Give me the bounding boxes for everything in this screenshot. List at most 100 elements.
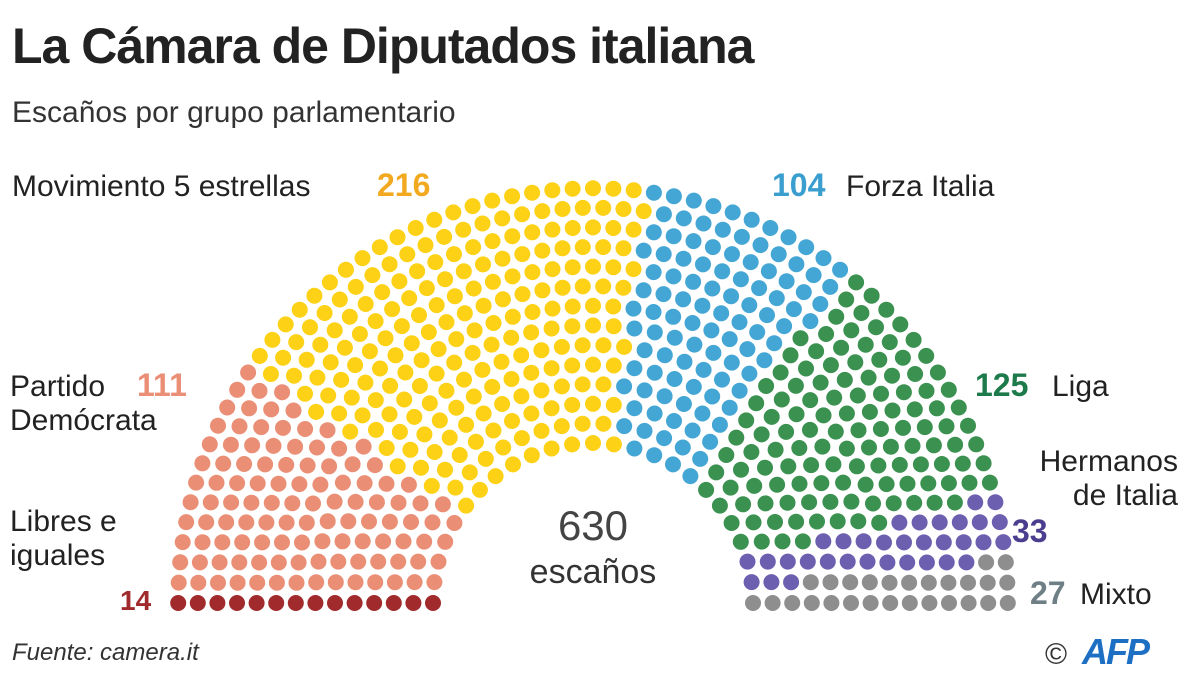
seat <box>822 493 839 510</box>
seat <box>757 459 773 476</box>
seat <box>241 400 258 417</box>
seat <box>906 494 923 511</box>
seat <box>544 261 561 278</box>
seat <box>391 273 408 290</box>
seat <box>685 233 702 250</box>
seat <box>585 356 601 373</box>
seat <box>503 371 520 387</box>
seat <box>585 180 601 197</box>
seat <box>836 371 853 388</box>
seat <box>773 391 790 408</box>
seat <box>377 330 394 347</box>
seat <box>822 357 839 374</box>
seat <box>901 574 918 591</box>
seat <box>849 387 866 404</box>
seat <box>523 364 540 381</box>
seat <box>881 334 898 351</box>
seat <box>264 331 281 348</box>
seat <box>746 477 763 494</box>
seat <box>456 305 473 322</box>
seat <box>918 554 935 571</box>
seat <box>625 221 642 238</box>
seat <box>316 305 333 321</box>
seat <box>626 320 643 337</box>
legend-name: Liga <box>1052 370 1109 403</box>
seat <box>467 433 484 450</box>
seat <box>751 280 768 297</box>
seat <box>795 284 812 301</box>
legend-name: Libres e iguales <box>10 505 117 572</box>
seat <box>809 513 825 530</box>
seat <box>721 399 738 416</box>
seat <box>682 468 699 485</box>
seat <box>946 494 963 511</box>
seat <box>635 282 652 299</box>
seat-group <box>616 184 849 485</box>
seat <box>574 415 591 432</box>
seat <box>494 396 511 412</box>
seat <box>222 436 239 453</box>
seat <box>802 421 818 438</box>
seat <box>513 430 530 447</box>
seat <box>999 574 1016 591</box>
seat <box>763 574 780 591</box>
seat <box>757 495 774 512</box>
seat <box>210 417 226 434</box>
seat <box>337 261 354 278</box>
seat <box>636 422 653 439</box>
seat <box>393 318 410 335</box>
seat <box>262 366 279 382</box>
seat <box>779 553 796 570</box>
seat <box>277 316 294 333</box>
seat <box>403 514 419 530</box>
seat <box>257 456 274 473</box>
seat <box>284 495 301 512</box>
seat <box>202 494 219 511</box>
seat <box>361 513 377 530</box>
seat <box>999 595 1016 611</box>
seat <box>297 421 314 437</box>
seat <box>871 351 888 368</box>
seat <box>928 400 945 417</box>
seat <box>553 378 570 395</box>
seat <box>724 204 741 221</box>
seat <box>743 444 760 460</box>
seat <box>307 595 324 611</box>
seat <box>828 308 845 325</box>
seat <box>822 278 839 295</box>
seat <box>286 367 302 384</box>
seat <box>685 378 702 395</box>
seat <box>625 182 642 199</box>
seat <box>878 476 895 493</box>
seat <box>523 405 540 422</box>
seat <box>290 554 307 571</box>
seat <box>772 364 789 381</box>
seat <box>182 494 199 511</box>
seat <box>211 554 228 571</box>
seat <box>808 343 825 360</box>
chart-subtitle: Escaños por grupo parlamentario <box>12 96 456 129</box>
seat <box>951 514 968 531</box>
seat <box>861 574 878 591</box>
seat <box>776 318 793 335</box>
seat <box>319 422 336 439</box>
seat <box>646 364 663 381</box>
seat <box>835 533 852 550</box>
seat <box>814 438 831 455</box>
seat <box>396 391 413 408</box>
seat <box>411 307 427 324</box>
seat <box>364 267 381 284</box>
seat <box>484 378 501 395</box>
seat <box>275 349 292 366</box>
seat <box>312 476 329 493</box>
seat <box>504 308 521 325</box>
seat <box>402 441 419 458</box>
seat <box>815 407 832 424</box>
seat <box>236 456 253 472</box>
seat <box>694 405 711 422</box>
seat <box>553 418 570 435</box>
seat <box>871 514 888 531</box>
seat <box>418 280 435 297</box>
seat <box>684 422 701 439</box>
seat <box>636 382 653 399</box>
